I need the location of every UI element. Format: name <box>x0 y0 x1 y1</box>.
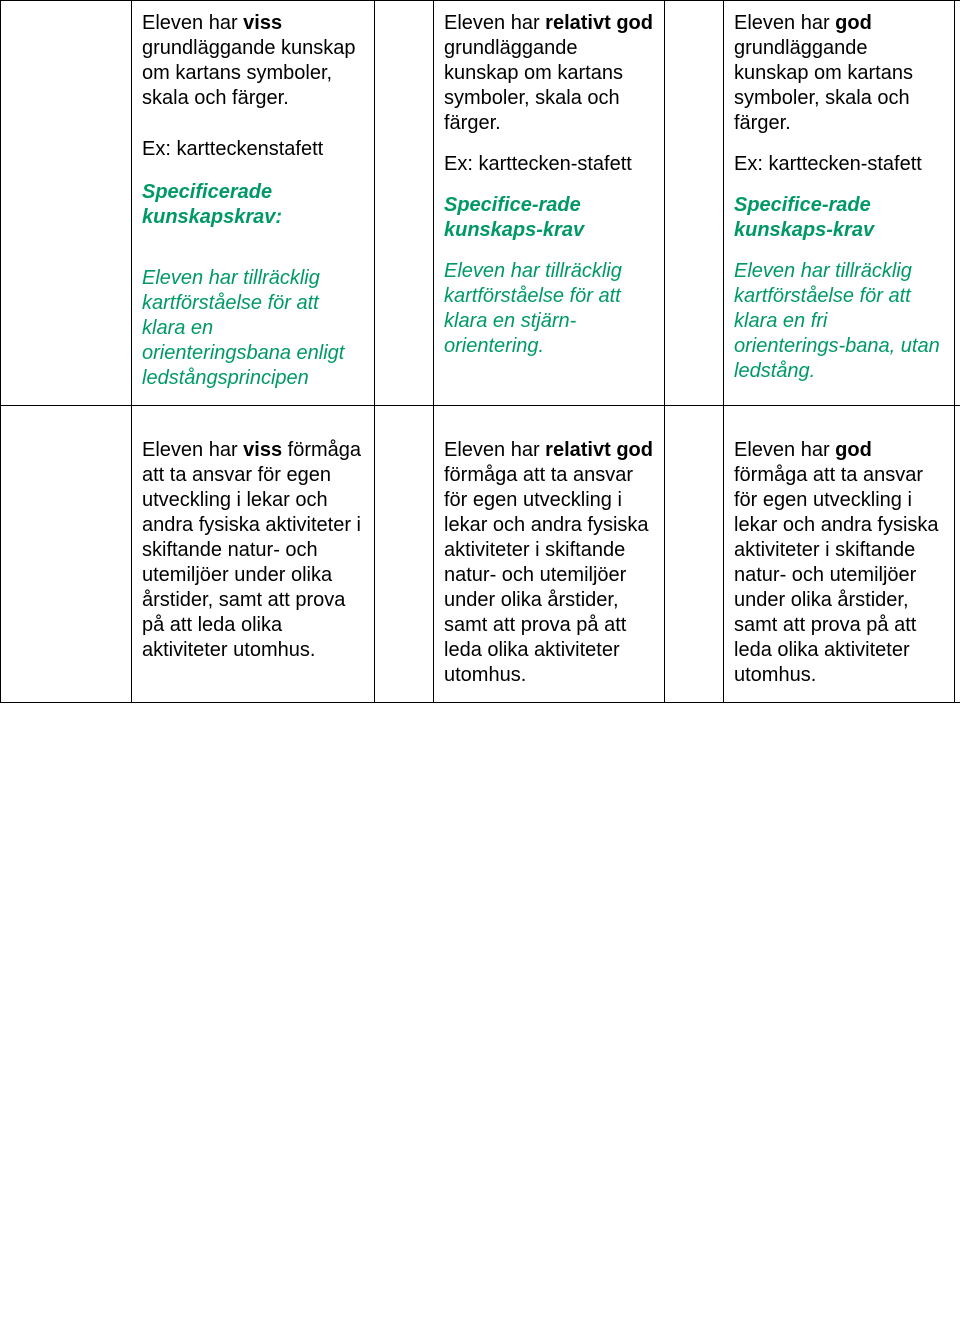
criteria-cell-level3: Eleven har god förmåga att ta ansvar för… <box>724 406 955 703</box>
text-fragment: Eleven har <box>734 12 835 34</box>
text-fragment: Eleven har <box>142 439 243 461</box>
criteria-text: Eleven har god grundläggande kunskap om … <box>734 11 944 136</box>
criteria-cell-level3: Eleven har god grundläggande kunskap om … <box>724 1 955 406</box>
criteria-text: Eleven har viss förmåga att ta ansvar fö… <box>142 438 364 663</box>
example-text: Ex: kartteckenstafett <box>142 137 364 162</box>
spacer-cell <box>665 406 724 703</box>
spacer-cell <box>375 406 434 703</box>
emphasis-level: god <box>835 439 872 461</box>
margin-cell <box>1 406 132 703</box>
example-text: Ex: karttecken-stafett <box>734 152 944 177</box>
emphasis-level: viss <box>243 12 282 34</box>
spec-heading: Specifice-rade kunskaps-krav <box>444 193 654 243</box>
spec-heading: Specificerade kunskapskrav: <box>142 180 364 230</box>
criteria-cell-level1: Eleven har viss förmåga att ta ansvar fö… <box>132 406 375 703</box>
emphasis-level: relativt god <box>545 439 653 461</box>
emphasis-level: relativt god <box>545 12 653 34</box>
spec-body: Eleven har tillräcklig kartförståelse fö… <box>444 259 654 359</box>
spec-heading: Specifice-rade kunskaps-krav <box>734 193 944 243</box>
spacer-cell <box>375 1 434 406</box>
criteria-text: Eleven har viss grundläggande kunskap om… <box>142 11 364 111</box>
text-fragment: Eleven har <box>444 439 545 461</box>
example-text: Ex: karttecken-stafett <box>444 152 654 177</box>
table-row: Eleven har viss förmåga att ta ansvar fö… <box>1 406 960 703</box>
criteria-cell-level2: Eleven har relativt god förmåga att ta a… <box>434 406 665 703</box>
table-row: Eleven har viss grundläggande kunskap om… <box>1 1 960 406</box>
criteria-text: Eleven har relativt god grundläggande ku… <box>444 11 654 136</box>
emphasis-level: god <box>835 12 872 34</box>
criteria-text: Eleven har relativt god förmåga att ta a… <box>444 438 654 688</box>
text-fragment: grundläggande kunskap om kartans symbole… <box>444 37 623 134</box>
text-fragment: förmåga att ta ansvar för egen utvecklin… <box>444 464 649 686</box>
criteria-cell-level1: Eleven har viss grundläggande kunskap om… <box>132 1 375 406</box>
spec-body: Eleven har tillräcklig kartförståelse fö… <box>142 266 364 391</box>
text-fragment: förmåga att ta ansvar för egen utvecklin… <box>734 464 939 686</box>
margin-cell <box>1 1 132 406</box>
spacer-cell <box>665 1 724 406</box>
text-fragment: Eleven har <box>444 12 545 34</box>
criteria-text: Eleven har god förmåga att ta ansvar för… <box>734 438 944 688</box>
criteria-table: Eleven har viss grundläggande kunskap om… <box>0 0 960 703</box>
text-fragment: förmåga att ta ansvar för egen utvecklin… <box>142 439 361 661</box>
text-fragment: grundläggande kunskap om kartans symbole… <box>142 37 356 109</box>
criteria-cell-level2: Eleven har relativt god grundläggande ku… <box>434 1 665 406</box>
spec-body: Eleven har tillräcklig kartförståelse fö… <box>734 259 944 384</box>
margin-cell <box>955 406 960 703</box>
text-fragment: Eleven har <box>142 12 243 34</box>
text-fragment: Eleven har <box>734 439 835 461</box>
emphasis-level: viss <box>243 439 282 461</box>
text-fragment: grundläggande kunskap om kartans symbole… <box>734 37 913 134</box>
margin-cell <box>955 1 960 406</box>
